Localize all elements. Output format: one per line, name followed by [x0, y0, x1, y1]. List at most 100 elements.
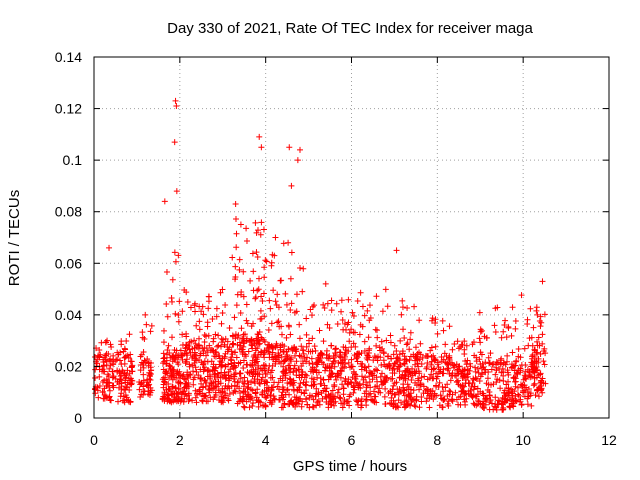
x-tick-label: 8	[433, 432, 441, 448]
data-point	[374, 327, 381, 334]
data-point	[415, 368, 422, 375]
data-point	[396, 385, 403, 392]
data-point	[271, 396, 278, 403]
data-point	[512, 325, 519, 332]
data-point	[248, 336, 255, 343]
data-point	[218, 320, 225, 327]
data-point	[424, 353, 431, 360]
data-point	[362, 397, 369, 404]
data-point	[248, 337, 255, 344]
data-point	[280, 348, 287, 355]
data-point	[389, 370, 396, 377]
data-point	[324, 300, 331, 307]
data-point	[201, 338, 208, 345]
data-point	[493, 379, 500, 386]
data-point	[255, 286, 262, 293]
data-point	[387, 339, 394, 346]
data-point	[528, 353, 535, 360]
data-point	[172, 310, 179, 317]
data-point	[230, 340, 237, 347]
data-point	[333, 300, 340, 307]
data-point	[123, 371, 130, 378]
data-point	[148, 322, 155, 329]
data-point	[218, 343, 225, 350]
data-point	[269, 251, 276, 258]
data-point	[309, 335, 316, 342]
data-point	[354, 297, 361, 304]
data-point	[171, 374, 178, 381]
data-point	[463, 361, 470, 368]
data-point	[271, 395, 278, 402]
data-point	[243, 337, 250, 344]
data-point	[107, 341, 114, 348]
data-point	[356, 331, 363, 338]
data-point	[265, 327, 272, 334]
data-point	[509, 304, 516, 311]
data-point	[477, 388, 484, 395]
data-point	[395, 363, 402, 370]
data-point	[147, 389, 154, 396]
data-point	[432, 370, 439, 377]
data-point	[416, 317, 423, 324]
data-point	[513, 357, 520, 364]
data-point	[501, 321, 508, 328]
data-point	[342, 378, 349, 385]
data-point	[247, 277, 254, 284]
data-point	[105, 372, 112, 379]
data-point	[270, 287, 277, 294]
data-point	[534, 386, 541, 393]
data-point	[439, 403, 446, 410]
data-point	[397, 337, 404, 344]
x-tick-label: 4	[262, 432, 270, 448]
data-point	[146, 369, 153, 376]
data-point	[493, 361, 500, 368]
data-point	[177, 372, 184, 379]
data-point	[184, 352, 191, 359]
data-point	[464, 371, 471, 378]
data-point	[209, 347, 216, 354]
data-point	[383, 374, 390, 381]
data-point	[483, 380, 490, 387]
data-point	[393, 247, 400, 254]
data-point	[172, 385, 179, 392]
data-point	[400, 381, 407, 388]
data-point	[319, 395, 326, 402]
y-tick-label: 0	[74, 410, 82, 426]
data-point	[403, 397, 410, 404]
data-point	[253, 229, 260, 236]
data-point	[109, 374, 116, 381]
data-point	[329, 387, 336, 394]
data-point	[517, 396, 524, 403]
data-point	[196, 335, 203, 342]
data-point	[225, 346, 232, 353]
data-point	[457, 401, 464, 408]
data-point	[444, 393, 451, 400]
data-point	[454, 366, 461, 373]
data-point	[182, 390, 189, 397]
data-point	[145, 382, 152, 389]
data-point	[250, 320, 257, 327]
data-point	[295, 366, 302, 373]
data-point	[234, 383, 241, 390]
data-point	[401, 360, 408, 367]
data-point	[461, 338, 468, 345]
data-point	[361, 338, 368, 345]
data-point	[284, 387, 291, 394]
data-point	[232, 388, 239, 395]
data-point	[203, 352, 210, 359]
data-point	[350, 329, 357, 336]
data-point	[326, 355, 333, 362]
data-point	[445, 365, 452, 372]
data-point	[334, 389, 341, 396]
data-point	[465, 390, 472, 397]
data-point	[213, 313, 220, 320]
data-point	[236, 266, 243, 273]
data-point	[241, 380, 248, 387]
data-point	[284, 351, 291, 358]
data-point	[364, 307, 371, 314]
data-point	[312, 392, 319, 399]
data-point	[361, 390, 368, 397]
data-point	[470, 386, 477, 393]
data-point	[94, 384, 101, 391]
